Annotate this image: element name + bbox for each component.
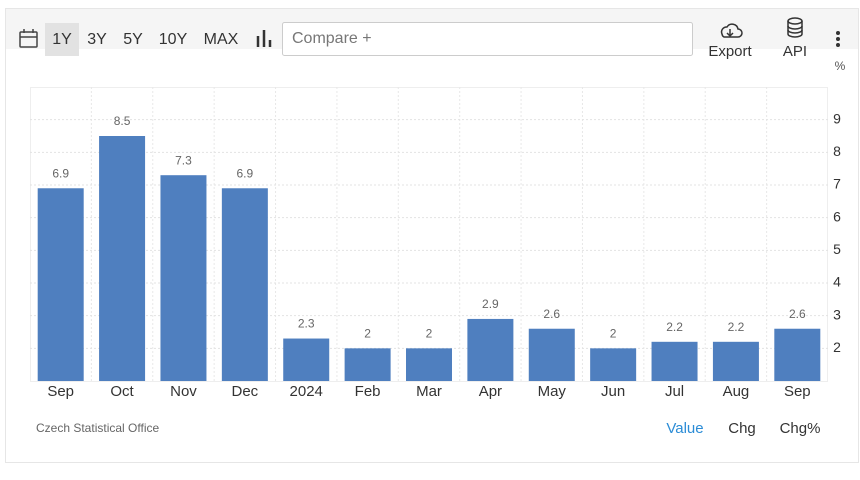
x-tick-label: Mar <box>416 383 442 400</box>
mode-button[interactable]: Chg <box>728 420 756 437</box>
x-tick-label: Dec <box>232 383 259 400</box>
y-tick-label: 8 <box>833 143 841 159</box>
api-icon[interactable] <box>787 17 803 38</box>
bar[interactable] <box>651 341 698 381</box>
bar[interactable] <box>590 348 637 381</box>
value-label: 2 <box>364 327 371 341</box>
bar[interactable] <box>406 348 452 381</box>
range-button[interactable]: MAX <box>204 31 239 48</box>
y-tick-label: 5 <box>833 241 841 257</box>
y-tick-label: 9 <box>833 110 841 126</box>
x-tick-label: Oct <box>110 383 134 400</box>
value-label: 2.3 <box>298 317 315 331</box>
x-tick-label: Jun <box>601 383 625 400</box>
range-button[interactable]: 1Y <box>52 31 72 48</box>
bar[interactable] <box>221 188 268 381</box>
bar[interactable] <box>283 338 330 381</box>
bar[interactable] <box>712 341 759 381</box>
x-tick-label: Feb <box>355 383 381 400</box>
x-tick-label: Jul <box>665 383 684 400</box>
y-tick-label: 7 <box>833 176 841 192</box>
range-button[interactable]: 10Y <box>159 31 188 48</box>
value-label: 2 <box>426 327 433 341</box>
mode-button[interactable]: Chg% <box>780 420 821 437</box>
bar[interactable] <box>344 348 391 381</box>
x-tick-label: Nov <box>170 383 197 400</box>
x-tick-label: 2024 <box>290 383 323 400</box>
bar[interactable] <box>467 318 514 381</box>
value-label: 8.5 <box>114 114 131 128</box>
range-button[interactable]: 3Y <box>87 31 107 48</box>
value-label: 2 <box>610 327 617 341</box>
chart-type-icon[interactable] <box>256 30 272 47</box>
frame <box>5 8 859 463</box>
value-label: 6.9 <box>237 166 254 180</box>
bar[interactable] <box>528 328 575 381</box>
value-label: 6.9 <box>52 166 69 180</box>
x-tick-label: Apr <box>479 383 502 400</box>
compare-placeholder[interactable]: Compare + <box>292 30 372 47</box>
x-tick-label: Sep <box>47 383 74 400</box>
mode-button[interactable]: Value <box>666 420 703 437</box>
compare-input[interactable] <box>282 22 693 56</box>
export-button[interactable]: Export <box>708 43 752 60</box>
y-tick-label: 2 <box>833 339 841 355</box>
y-tick-label: 3 <box>833 306 841 322</box>
range-button[interactable]: 5Y <box>123 31 143 48</box>
bar[interactable] <box>774 328 821 381</box>
plot-area <box>30 87 828 382</box>
bar[interactable] <box>160 175 207 381</box>
y-axis-unit: % <box>835 59 846 73</box>
bar[interactable] <box>99 136 146 381</box>
x-tick-label: Aug <box>723 383 750 400</box>
export-icon[interactable] <box>720 23 743 38</box>
x-tick-label: Sep <box>784 383 811 400</box>
x-tick-label: May <box>538 383 567 400</box>
value-label: 2.9 <box>482 297 499 311</box>
source: Czech Statistical Office <box>36 421 159 435</box>
value-label: 2.6 <box>789 307 806 321</box>
y-tick-label: 4 <box>833 274 841 290</box>
calendar-icon[interactable] <box>19 29 38 48</box>
menu-icon[interactable] <box>836 31 840 47</box>
value-label: 7.3 <box>175 153 192 167</box>
bar[interactable] <box>37 188 84 381</box>
y-tick-label: 6 <box>833 208 841 224</box>
value-label: 2.6 <box>543 307 560 321</box>
range-active-bg <box>45 23 79 56</box>
value-label: 2.2 <box>666 320 683 334</box>
api-button[interactable]: API <box>783 43 807 60</box>
value-label: 2.2 <box>728 320 745 334</box>
